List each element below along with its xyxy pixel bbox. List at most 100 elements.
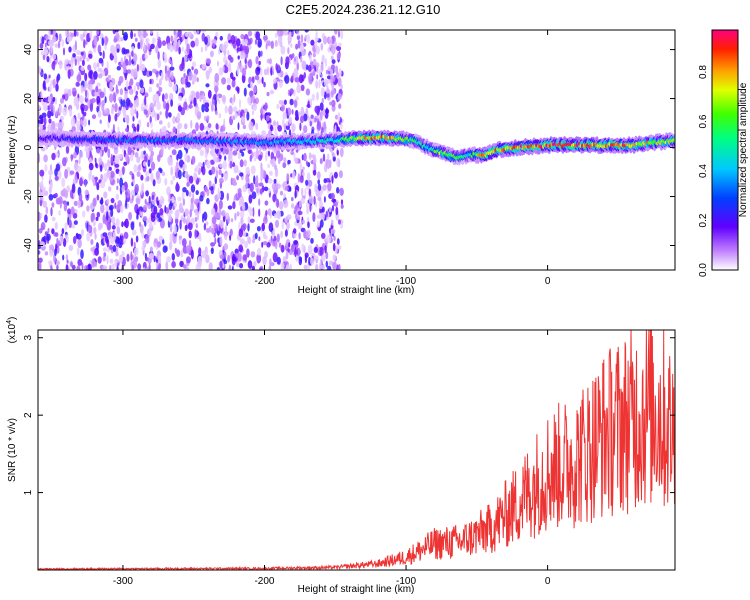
spectrogram-noise-cell bbox=[71, 183, 76, 194]
spectrogram-noise-cell bbox=[54, 192, 58, 198]
spectrogram-noise-cell bbox=[242, 52, 246, 59]
spectrogram-noise-cell bbox=[299, 175, 304, 184]
spectrogram-noise-cell bbox=[141, 232, 145, 239]
spectrogram-noise-cell bbox=[258, 149, 262, 154]
spectrogram-noise-cell bbox=[106, 198, 110, 204]
spectrogram-noise-cell bbox=[329, 101, 333, 106]
spectrogram-noise-cell bbox=[194, 198, 200, 203]
spectrogram-noise-cell bbox=[293, 240, 298, 245]
spectrogram-noise-cell bbox=[338, 263, 341, 270]
spectrogram-noise-cell bbox=[223, 173, 229, 182]
spectrogram-noise-cell bbox=[247, 223, 250, 232]
spectrogram-noise-cell bbox=[107, 186, 112, 192]
spectrogram-noise-cell bbox=[217, 187, 220, 196]
spectrogram-noise-cell bbox=[133, 85, 136, 92]
spectrogram-noise-cell bbox=[130, 107, 135, 117]
spectrogram-noise-cell bbox=[85, 89, 88, 98]
spectrogram-noise-cell bbox=[322, 35, 328, 45]
spectrogram-noise-cell bbox=[308, 256, 311, 266]
spectrogram-noise-cell bbox=[43, 73, 48, 80]
spectrogram-noise-cell bbox=[231, 265, 234, 270]
spectrogram-noise-cell bbox=[272, 121, 277, 126]
spectrogram-noise-cell bbox=[245, 182, 249, 190]
spectrogram-noise-cell bbox=[256, 253, 262, 264]
spectrogram-noise-cell bbox=[293, 89, 296, 97]
spectrogram-noise-cell bbox=[331, 151, 335, 157]
spectrogram-noise-cell bbox=[315, 189, 320, 197]
spectrogram-noise-cell bbox=[131, 50, 134, 57]
snr-panel: -300 -200 -100 0 1 2 3 Height of straight lin… bbox=[6, 317, 676, 595]
spectrogram-noise-cell bbox=[193, 172, 198, 182]
spectrogram-noise-cell bbox=[338, 42, 342, 47]
spectrogram-noise-cell bbox=[125, 128, 130, 132]
spectrogram-noise-cell bbox=[340, 199, 344, 205]
spectrogram-noise-cell bbox=[168, 214, 172, 223]
spectrogram-noise-cell bbox=[171, 72, 174, 81]
spectrogram-noise-cell bbox=[143, 204, 148, 211]
spectrogram-noise-cell bbox=[89, 30, 93, 39]
spectrogram-noise-cell bbox=[322, 206, 325, 213]
spectrogram-noise-cell bbox=[136, 123, 140, 133]
spectrogram-noise-cell bbox=[232, 201, 236, 210]
spectrogram-noise-cell bbox=[194, 37, 199, 47]
spectrogram-noise-cell bbox=[232, 150, 238, 156]
spectrogram-noise-cell bbox=[322, 88, 325, 98]
spectrogram-noise-cell bbox=[316, 108, 320, 116]
spectrogram-noise-cell bbox=[156, 241, 161, 248]
spectrogram-noise-cell bbox=[204, 36, 208, 45]
spectrogram-noise-cell bbox=[309, 120, 313, 127]
spectrogram-noise-cell bbox=[72, 87, 76, 92]
spectrogram-noise-cell bbox=[237, 188, 242, 195]
spectrogram-noise-cell bbox=[164, 178, 168, 186]
spectrogram-noise-cell bbox=[312, 156, 317, 165]
spectrogram-noise-cell bbox=[203, 211, 208, 221]
spectrogram-noise-cell bbox=[239, 99, 241, 109]
spectrogram-noise-cell bbox=[330, 55, 334, 61]
spectrogram-noise-cell bbox=[80, 66, 85, 72]
spectrogram-noise-cell bbox=[38, 65, 42, 75]
spectrogram-noise-cell bbox=[200, 166, 204, 173]
spectrogram-noise-cell bbox=[47, 96, 52, 103]
spectrogram-noise-cell bbox=[320, 63, 324, 73]
spectrogram-noise-cell bbox=[69, 108, 73, 118]
spectrogram-noise-cell bbox=[236, 38, 241, 47]
spectrogram-noise-cell bbox=[237, 55, 240, 60]
spectrogram-noise-cell bbox=[161, 171, 166, 177]
spectrogram-noise-cell bbox=[93, 71, 98, 80]
spectrogram-noise-cell bbox=[129, 171, 133, 176]
spectrogram-noise-cell bbox=[49, 102, 54, 111]
spectrogram-noise-cell bbox=[107, 247, 110, 253]
spectrogram-noise-cell bbox=[88, 80, 93, 85]
spectrogram-noise-cell bbox=[165, 109, 169, 119]
spectrogram-noise-cell bbox=[126, 253, 130, 262]
spectrogram-noise-cell bbox=[140, 87, 145, 94]
spectrogram-noise-cell bbox=[182, 163, 187, 170]
spectrogram-noise-cell bbox=[87, 146, 93, 152]
spectrogram-noise-cell bbox=[62, 106, 68, 117]
spectrogram-noise-cell bbox=[240, 34, 245, 40]
spectrogram-noise-cell bbox=[131, 173, 135, 180]
spectrogram-noise-cell bbox=[70, 32, 75, 38]
spectrogram-noise-cell bbox=[310, 237, 314, 244]
spectrogram-noise-cell bbox=[95, 161, 97, 168]
spectrogram-noise-cell bbox=[80, 119, 83, 125]
spectrogram-noise-cell bbox=[126, 49, 130, 54]
spectrogram-noise-cell bbox=[307, 172, 311, 182]
spectrogram-noise-cell bbox=[38, 104, 41, 110]
spectrogram-noise-cell bbox=[190, 40, 196, 48]
spectrogram-noise-cell bbox=[46, 55, 50, 63]
spectrogram-noise-cell bbox=[332, 261, 337, 270]
spectrogram-noise-cell bbox=[158, 217, 163, 222]
spectrogram-noise-cell bbox=[315, 201, 318, 208]
spectrogram-noise-cell bbox=[99, 119, 102, 124]
spectrogram-noise-cell bbox=[262, 35, 268, 41]
spectrogram-noise-cell bbox=[313, 195, 316, 205]
spectrogram-noise-cell bbox=[133, 68, 138, 78]
spectrogram-noise-cell bbox=[334, 114, 339, 120]
spectrogram-noise-cell bbox=[48, 260, 53, 266]
spectrogram-noise-cell bbox=[204, 185, 208, 193]
spectrogram-noise-cell bbox=[336, 52, 341, 60]
spectrogram-noise-cell bbox=[255, 66, 261, 76]
spectrogram-noise-cell bbox=[224, 231, 228, 241]
